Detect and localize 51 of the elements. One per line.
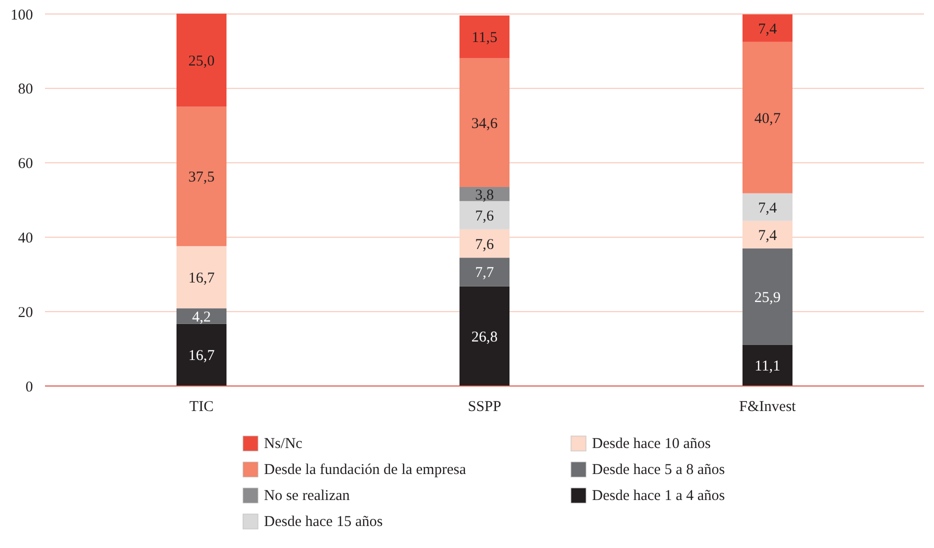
x-tick-label: F&Invest [739, 399, 797, 415]
bar [742, 248, 792, 345]
bar [460, 201, 510, 230]
bar [460, 229, 510, 258]
data-label: 7,4 [758, 228, 778, 244]
data-label: 11,5 [472, 30, 498, 46]
data-label: 7,4 [758, 21, 778, 38]
data-label: 3,8 [475, 187, 494, 204]
bar [742, 42, 792, 194]
data-label: 16,7 [188, 348, 216, 364]
data-label: 7,7 [475, 265, 494, 282]
legend-label: Desde hace 5 a 8 años [592, 462, 726, 478]
legend-label: Desde la fundación de la empresa [264, 462, 466, 478]
data-label: 7,4 [758, 200, 778, 216]
bar [742, 193, 792, 221]
y-tick-label: 0 [26, 379, 33, 396]
bar [460, 286, 510, 386]
data-label: 26,8 [471, 329, 498, 346]
bar [742, 220, 792, 248]
data-label: 40,7 [754, 110, 782, 127]
bar [176, 308, 226, 324]
y-tick-label: 80 [18, 82, 33, 98]
data-label: 34,6 [471, 116, 498, 132]
y-tick-label: 40 [18, 230, 33, 246]
bar [460, 58, 510, 187]
data-label: 25,0 [188, 53, 215, 70]
x-tick-label: TIC [189, 399, 214, 415]
x-tick-label: SSPP [468, 399, 502, 415]
data-label: 37,5 [188, 170, 215, 186]
bar [176, 324, 226, 386]
legend-label: No se realizan [264, 488, 350, 504]
data-label: 7,6 [475, 236, 494, 253]
legend-label: Desde hace 10 años [592, 436, 711, 452]
legend-label: Desde hace 1 a 4 años [592, 488, 726, 504]
bar [460, 258, 510, 286]
data-label: 11,1 [754, 358, 780, 375]
legend-label: Ns/Nc [264, 436, 303, 452]
bar [176, 14, 226, 107]
y-tick-label: 100 [10, 7, 33, 24]
bar [742, 344, 792, 386]
data-label: 4,2 [192, 309, 211, 326]
data-label: 25,9 [754, 290, 781, 306]
data-label: 7,6 [475, 208, 494, 224]
y-tick-label: 20 [18, 304, 33, 321]
data-label: 16,7 [188, 270, 216, 286]
bar [176, 106, 226, 246]
bar [460, 15, 510, 58]
legend-label: Desde hace 15 años [264, 514, 383, 530]
bar [176, 246, 226, 308]
y-tick-label: 60 [18, 156, 33, 172]
bar [742, 14, 792, 42]
